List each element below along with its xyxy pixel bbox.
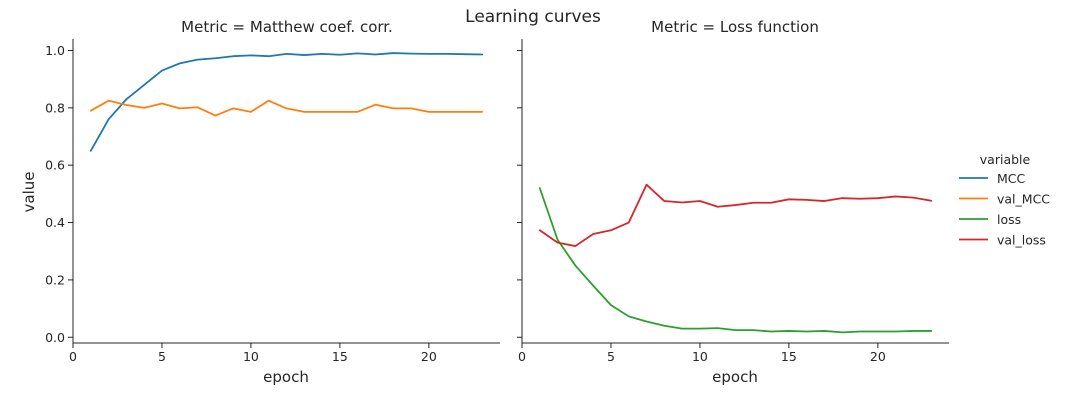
mcc-x-axis-label: epoch: [263, 368, 309, 386]
loss-x-tick-label: 0: [518, 349, 526, 364]
loss-x-axis-label: epoch: [712, 368, 758, 386]
loss-x-tick-label: 15: [781, 349, 797, 364]
mcc-x-tick-label: 0: [69, 349, 77, 364]
loss-ticks: 0 5 10 15 20: [517, 49, 886, 364]
loss-x-tick-label: 10: [692, 349, 708, 364]
loss-panel: Metric = Loss function 0 5 10 15 20 epoch: [517, 18, 949, 386]
legend-title: variable: [980, 152, 1031, 167]
loss-series: [538, 183, 933, 334]
series-line-loss: [538, 187, 933, 334]
mcc-x-tick-label: 5: [158, 349, 166, 364]
legend-label-MCC: MCC: [997, 171, 1026, 186]
series-line-val-loss: [538, 183, 933, 247]
mcc-x-tick-label: 15: [332, 349, 348, 364]
mcc-y-tick-label: 1.0: [45, 43, 65, 58]
mcc-y-tick-label: 0.2: [45, 272, 65, 287]
figure-title: Learning curves: [465, 7, 601, 27]
mcc-x-tick-label: 10: [243, 349, 259, 364]
mcc-y-tick-label: 0.6: [45, 158, 65, 173]
loss-panel-title: Metric = Loss function: [651, 18, 819, 36]
mcc-y-tick-label: 0.0: [45, 330, 65, 345]
mcc-x-tick-label: 20: [421, 349, 437, 364]
mcc-y-tick-label: 0.4: [45, 215, 65, 230]
series-line-val-MCC: [89, 99, 484, 117]
series-line-MCC: [89, 52, 484, 152]
loss-x-tick-label: 5: [607, 349, 615, 364]
mcc-panel-title: Metric = Matthew coef. corr.: [181, 18, 393, 36]
y-axis-label: value: [20, 172, 38, 213]
legend-label-val-loss: val_loss: [997, 233, 1046, 248]
mcc-ticks: 0 5 10 15 20 0.0 0.2 0.4 0.6 0.8 1.0: [45, 43, 437, 364]
legend-label-val-MCC: val_MCC: [997, 192, 1050, 207]
mcc-panel: Metric = Matthew coef. corr. 0 5 10 15 20 0.0…: [45, 18, 500, 386]
loss-x-tick-label: 20: [870, 349, 886, 364]
mcc-y-tick-label: 0.8: [45, 100, 65, 115]
legend-label-loss: loss: [997, 212, 1021, 227]
mcc-series: [89, 52, 484, 152]
